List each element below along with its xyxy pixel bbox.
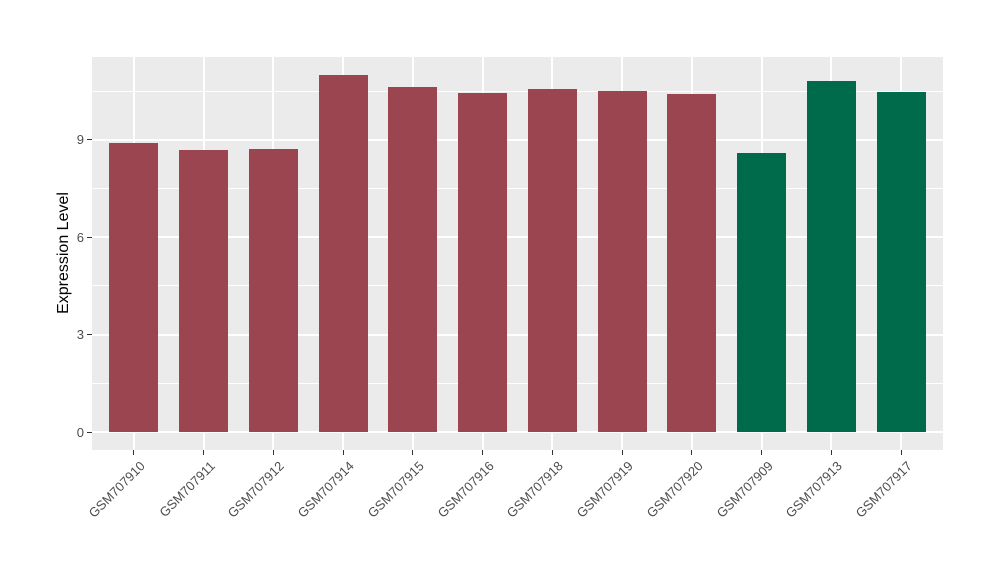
gridline-major-y-6 <box>92 236 943 239</box>
gridline-major-y-9 <box>92 138 943 141</box>
x-tick-mark-GSM707911 <box>203 450 205 455</box>
gridline-major-y-3 <box>92 333 943 336</box>
plot-panel <box>92 57 943 450</box>
x-tick-mark-GSM707909 <box>761 450 763 455</box>
bar-GSM707914 <box>318 74 368 433</box>
x-tick-mark-GSM707919 <box>621 450 623 455</box>
bar-GSM707920 <box>667 94 717 433</box>
gridline-minor-y-7.5 <box>92 188 943 190</box>
bar-GSM707910 <box>109 143 159 433</box>
gridline-minor-y-1.5 <box>92 382 943 384</box>
x-tick-mark-GSM707914 <box>342 450 344 455</box>
y-tick-mark-6 <box>87 236 92 238</box>
bar-GSM707918 <box>527 89 577 433</box>
y-tick-label-9: 9 <box>76 132 84 148</box>
bar-GSM707916 <box>458 92 508 433</box>
gridline-minor-y-4.5 <box>92 285 943 287</box>
bar-GSM707909 <box>737 153 787 433</box>
bar-GSM707917 <box>876 92 926 433</box>
bar-GSM707915 <box>388 87 438 433</box>
y-tick-label-6: 6 <box>76 229 84 245</box>
x-tick-mark-GSM707912 <box>272 450 274 455</box>
x-tick-mark-GSM707920 <box>691 450 693 455</box>
bar-GSM707919 <box>597 91 647 433</box>
y-tick-mark-9 <box>87 139 92 141</box>
bar-GSM707913 <box>806 80 856 433</box>
gridline-major-y-0 <box>92 431 943 434</box>
x-tick-mark-GSM707917 <box>900 450 902 455</box>
bar-GSM707911 <box>179 149 228 433</box>
y-tick-mark-0 <box>87 431 92 433</box>
x-tick-mark-GSM707910 <box>133 450 135 455</box>
x-tick-mark-GSM707916 <box>482 450 484 455</box>
gridline-minor-y-10.5 <box>92 90 943 92</box>
x-tick-mark-GSM707915 <box>412 450 414 455</box>
y-tick-label-3: 3 <box>76 327 84 343</box>
x-tick-label-GSM707910: GSM707910 <box>85 458 148 521</box>
x-tick-mark-GSM707918 <box>551 450 553 455</box>
x-tick-mark-GSM707913 <box>830 450 832 455</box>
bar-GSM707912 <box>248 148 298 433</box>
y-axis-title: Expression Level <box>55 192 72 314</box>
y-tick-mark-3 <box>87 334 92 336</box>
y-tick-label-0: 0 <box>76 424 84 440</box>
